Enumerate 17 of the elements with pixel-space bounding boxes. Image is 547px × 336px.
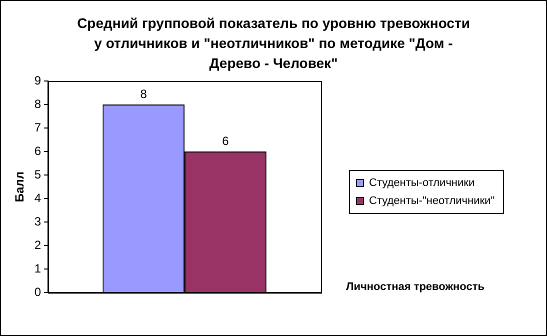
legend-label: Студенты-отличники: [368, 176, 476, 191]
data-label: 6: [222, 134, 230, 148]
y-axis-title: Балл: [12, 172, 27, 202]
legend-label: Студенты-"неотличники": [368, 194, 495, 209]
y-tick-label: 7: [34, 120, 42, 134]
y-tick-label: 3: [34, 214, 42, 228]
x-axis-title: Личностная тревожность: [346, 281, 485, 293]
y-tick-label: 6: [34, 144, 42, 158]
y-tick-label: 0: [34, 284, 42, 299]
y-tick-label: 5: [34, 167, 42, 182]
chart-title: Средний групповой показатель по уровню тревожности у отличников и "неотличников" по методике "Дом - Дерево - Человек": [76, 14, 471, 73]
y-tick-label: 8: [34, 96, 42, 111]
y-tick-label: 9: [34, 73, 42, 88]
y-tick-label: 2: [34, 238, 42, 252]
data-label: 8: [140, 86, 148, 101]
y-tick-label: 4: [34, 190, 42, 205]
y-tick-label: 1: [34, 261, 42, 276]
